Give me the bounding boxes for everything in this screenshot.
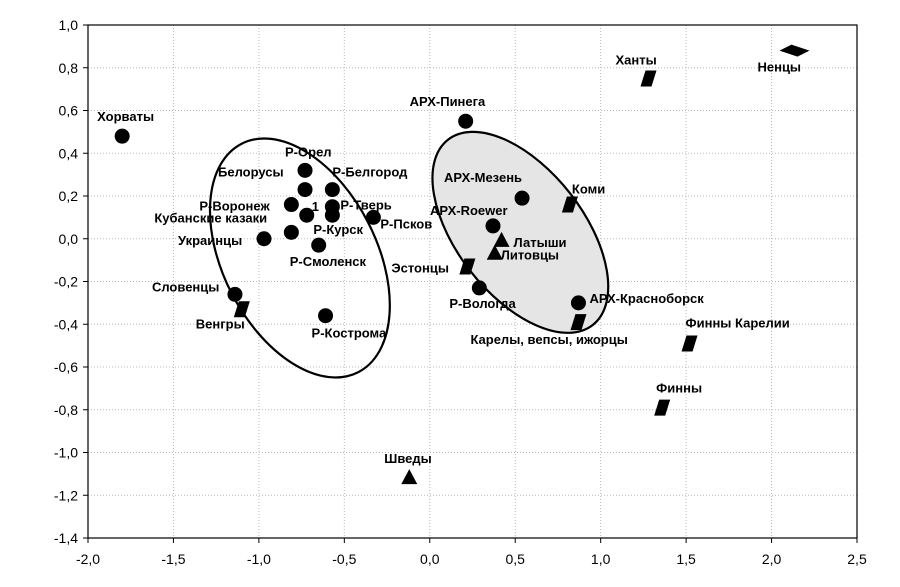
point-label: Латыши xyxy=(514,235,567,250)
marker-circle xyxy=(324,207,340,223)
data-markers xyxy=(114,44,810,485)
point-label: Р-Псков xyxy=(380,216,432,231)
point-label: Р-Курск xyxy=(313,222,363,237)
x-tick-label: 1,5 xyxy=(676,551,696,567)
marker-circle xyxy=(297,182,313,198)
y-tick-label: -1,2 xyxy=(54,487,78,503)
y-tick-label: 0,4 xyxy=(59,145,79,161)
x-tick-label: -0,5 xyxy=(332,551,356,567)
x-tick-label: 0,0 xyxy=(420,551,440,567)
marker-parallelogram xyxy=(654,399,671,416)
marker-circle xyxy=(227,286,243,302)
point-label: Р-Воронеж xyxy=(199,199,270,214)
point-label: Белорусы xyxy=(218,165,284,180)
marker-circle xyxy=(324,182,340,198)
marker-circle xyxy=(365,209,381,225)
marker-parallelogram xyxy=(681,335,698,352)
point-label: АРХ-Roewer xyxy=(430,203,508,218)
marker-circle xyxy=(570,295,586,311)
marker-triangle xyxy=(493,231,510,247)
y-tick-label: -0,4 xyxy=(54,316,78,332)
y-tick-label: -0,8 xyxy=(54,402,78,418)
x-tick-label: 2,5 xyxy=(847,551,867,567)
marker-circle xyxy=(514,190,530,206)
point-label: АРХ-Пинега xyxy=(410,94,486,109)
point-label: Карелы, вепсы, ижорцы xyxy=(470,332,627,347)
x-tick-label: 1,0 xyxy=(591,551,611,567)
marker-circle xyxy=(485,218,501,234)
point-label: Коми xyxy=(572,182,605,197)
cluster-ellipses xyxy=(208,130,610,379)
marker-parallelogram xyxy=(640,70,657,87)
point-label: Р-Смоленск xyxy=(290,254,367,269)
marker-parallelogram xyxy=(459,258,476,275)
x-tick-label: -1,0 xyxy=(247,551,271,567)
y-tick-label: 0,0 xyxy=(59,231,79,247)
x-tick-label: -1,5 xyxy=(161,551,185,567)
y-tick-label: -1,0 xyxy=(54,445,78,461)
marker-circle xyxy=(283,224,299,240)
point-label: Р-Орел xyxy=(285,144,332,159)
y-tick-label: 0,2 xyxy=(59,188,79,204)
point-label: Р-Белгород xyxy=(332,165,408,180)
marker-circle xyxy=(283,197,299,213)
marker-parallelogram xyxy=(233,301,250,318)
marker-circle xyxy=(311,237,327,253)
marker-triangle xyxy=(486,244,503,260)
marker-circle xyxy=(297,162,313,178)
point-label: Хорваты xyxy=(97,109,154,124)
point-label: Ханты xyxy=(616,52,657,67)
x-tick-label: -2,0 xyxy=(76,551,100,567)
point-label: Литовцы xyxy=(501,248,559,263)
point-label: Р-Кострома xyxy=(312,326,387,341)
marker-circle xyxy=(471,280,487,296)
marker-diamond xyxy=(779,44,810,57)
y-tick-label: 0,8 xyxy=(59,60,79,76)
marker-parallelogram xyxy=(561,196,578,213)
point-label: Эстонцы xyxy=(391,261,449,276)
point-label: Кубанские казаки xyxy=(154,210,267,225)
y-tick-label: -1,4 xyxy=(54,530,78,546)
marker-circle xyxy=(299,207,315,223)
point-label: 1 xyxy=(312,199,319,214)
x-tick-label: 0,5 xyxy=(505,551,525,567)
marker-parallelogram xyxy=(570,314,587,331)
point-label: Венгры xyxy=(196,316,245,331)
y-tick-label: 1,0 xyxy=(59,17,79,33)
marker-circle xyxy=(256,231,272,247)
point-label: Финны xyxy=(656,381,702,396)
x-tick-label: 2,0 xyxy=(762,551,782,567)
marker-circle xyxy=(458,113,474,129)
point-label: Украинцы xyxy=(178,233,242,248)
y-tick-label: -0,2 xyxy=(54,274,78,290)
axes: -2,0 -1,5 -1,0 -0,5 0,0 0,5 1,0 1,5 2,0 2,5 1,0 0,8… xyxy=(54,17,867,567)
marker-circle xyxy=(318,308,334,324)
marker-triangle xyxy=(401,469,418,485)
point-label: Ненцы xyxy=(757,60,801,75)
point-label: Финны Карелии xyxy=(686,315,790,330)
point-label: Р-Тверь xyxy=(340,198,391,213)
point-label: АРХ-Красноборск xyxy=(589,291,704,306)
marker-circle xyxy=(114,128,130,144)
point-label: Р-Вологда xyxy=(449,296,516,311)
point-label: АРХ-Мезень xyxy=(444,170,522,185)
point-label: Шведы xyxy=(384,451,431,466)
point-label: Словенцы xyxy=(152,279,219,294)
y-tick-label: -0,6 xyxy=(54,359,78,375)
y-tick-label: 0,6 xyxy=(59,103,79,119)
